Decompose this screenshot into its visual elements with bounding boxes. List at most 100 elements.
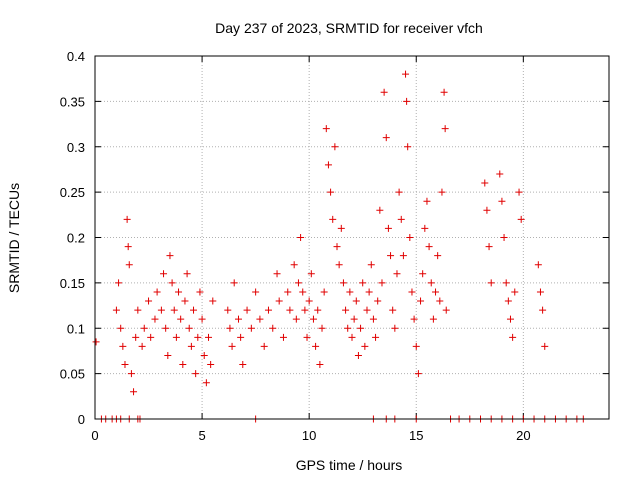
data-point: [348, 333, 356, 341]
data-point: [387, 252, 395, 260]
data-point: [209, 297, 217, 305]
data-point: [292, 315, 300, 323]
data-point: [307, 270, 315, 278]
data-point: [352, 297, 360, 305]
data-point: [200, 351, 208, 359]
data-point: [403, 97, 411, 105]
data-point: [303, 333, 311, 341]
data-point: [483, 206, 491, 214]
data-point: [502, 279, 510, 287]
data-point: [256, 315, 264, 323]
data-point: [320, 288, 328, 296]
data-point: [316, 361, 324, 369]
data-point: [224, 306, 232, 314]
data-point: [264, 306, 272, 314]
data-point: [432, 288, 440, 296]
data-point: [429, 315, 437, 323]
data-point: [127, 370, 135, 378]
x-tick-label: 20: [516, 428, 530, 443]
data-point: [117, 324, 125, 332]
data-point: [374, 297, 382, 305]
data-point: [164, 351, 172, 359]
data-point: [372, 333, 380, 341]
data-point: [269, 324, 277, 332]
data-point: [419, 270, 427, 278]
data-point: [515, 188, 523, 196]
data-point: [359, 279, 367, 287]
data-point: [92, 338, 100, 346]
data-point: [408, 288, 416, 296]
data-point: [365, 288, 373, 296]
data-point: [112, 306, 120, 314]
data-point: [314, 306, 322, 314]
data-point: [279, 333, 287, 341]
data-point: [132, 333, 140, 341]
y-tick-label: 0.4: [67, 49, 85, 64]
data-point: [342, 306, 350, 314]
data-point: [273, 270, 281, 278]
data-point: [322, 125, 330, 133]
data-point: [331, 143, 339, 151]
data-point: [442, 306, 450, 314]
data-point: [175, 288, 183, 296]
axis-ticks: 0 0.05 0.1 0.15 0.2 0.25 0.3 0.35 0.4 0 5 10 15 20: [60, 49, 609, 443]
data-point: [177, 315, 185, 323]
x-tick-label: 5: [198, 428, 205, 443]
data-point: [130, 388, 138, 396]
data-point: [243, 306, 251, 314]
y-tick-label: 0.25: [60, 185, 85, 200]
data-point: [290, 261, 298, 269]
x-axis-label: GPS time / hours: [296, 457, 403, 473]
data-point: [202, 379, 210, 387]
data-point: [166, 252, 174, 260]
data-point: [305, 297, 313, 305]
data-point: [151, 315, 159, 323]
data-point: [369, 315, 377, 323]
data-point: [194, 333, 202, 341]
data-point: [123, 215, 131, 223]
data-point: [237, 333, 245, 341]
data-point: [406, 234, 414, 241]
data-point: [207, 361, 215, 369]
data-point: [485, 243, 493, 251]
data-point: [404, 143, 412, 151]
data-point: [393, 270, 401, 278]
plot-frame: [94, 55, 610, 420]
data-point: [441, 125, 449, 133]
data-point: [284, 288, 292, 296]
data-point: [119, 342, 127, 350]
data-point: [417, 297, 425, 305]
y-tick-label: 0.1: [67, 321, 85, 336]
data-point: [115, 279, 123, 287]
data-point: [228, 342, 236, 350]
data-point: [121, 361, 129, 369]
data-point: [170, 306, 178, 314]
data-point: [506, 315, 514, 323]
data-point: [536, 288, 544, 296]
data-point: [344, 324, 352, 332]
data-point: [534, 261, 542, 269]
data-point: [500, 234, 508, 241]
data-point: [138, 342, 146, 350]
data-point: [162, 324, 170, 332]
data-point: [339, 279, 347, 287]
data-point: [181, 297, 189, 305]
data-point: [481, 179, 489, 187]
y-tick-label: 0.2: [67, 231, 85, 246]
data-point: [125, 261, 133, 269]
data-point: [333, 243, 341, 251]
data-point: [438, 188, 446, 196]
data-point: [179, 361, 187, 369]
data-point: [205, 333, 213, 341]
data-point: [183, 270, 191, 278]
y-tick-label: 0: [78, 412, 85, 427]
data-point: [196, 288, 204, 296]
data-point: [286, 306, 294, 314]
data-point: [294, 279, 302, 287]
data-point: [198, 315, 206, 323]
data-point: [354, 351, 362, 359]
data-point: [496, 170, 504, 178]
data-point: [395, 188, 403, 196]
data-point: [436, 297, 444, 305]
x-tick-label: 10: [302, 428, 316, 443]
